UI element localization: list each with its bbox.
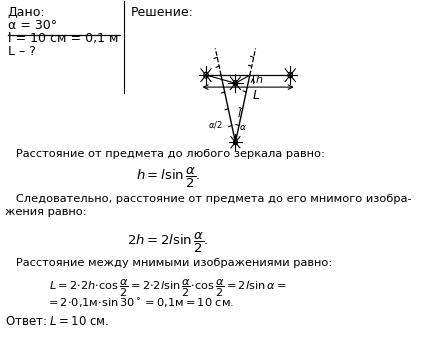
Text: Расстояние от предмета до любого зеркала равно:: Расстояние от предмета до любого зеркала… [5,149,325,159]
Text: $L = 2{\cdot}2h{\cdot}\cos\dfrac{\alpha}{2} = 2{\cdot}2l\sin\dfrac{\alpha}{2}{\c: $L = 2{\cdot}2h{\cdot}\cos\dfrac{\alpha}… [49,277,287,299]
Text: Ответ: $L = 10$ см.: Ответ: $L = 10$ см. [5,315,109,328]
Text: L – ?: L – ? [8,45,36,58]
Text: $\alpha$: $\alpha$ [240,124,247,132]
Text: жения равно:: жения равно: [5,207,87,217]
Text: Дано:: Дано: [8,6,45,19]
Text: $l$: $l$ [237,107,242,119]
Text: $h$: $h$ [255,73,264,85]
Text: $2h = 2l\sin\dfrac{\alpha}{2}.$: $2h = 2l\sin\dfrac{\alpha}{2}.$ [127,231,209,255]
Text: l = 10 см = 0,1 м: l = 10 см = 0,1 м [8,32,118,45]
Text: α = 30°: α = 30° [8,19,57,32]
Text: $L$: $L$ [252,89,260,102]
Text: $h = l\sin\dfrac{\alpha}{2}.$: $h = l\sin\dfrac{\alpha}{2}.$ [136,166,200,190]
Text: Следовательно, расстояние от предмета до его мнимого изобра-: Следовательно, расстояние от предмета до… [5,194,412,204]
Text: Решение:: Решение: [131,6,194,19]
Text: Расстояние между мнимыми изображениями равно:: Расстояние между мнимыми изображениями р… [5,258,333,268]
Text: $\alpha/2$: $\alpha/2$ [208,119,222,130]
Text: $= 2{\cdot}0{,}1\text{м}{\cdot}\sin 30^\circ = 0{,}1\text{м} = 10\text{ см}.$: $= 2{\cdot}0{,}1\text{м}{\cdot}\sin 30^\… [46,297,234,310]
